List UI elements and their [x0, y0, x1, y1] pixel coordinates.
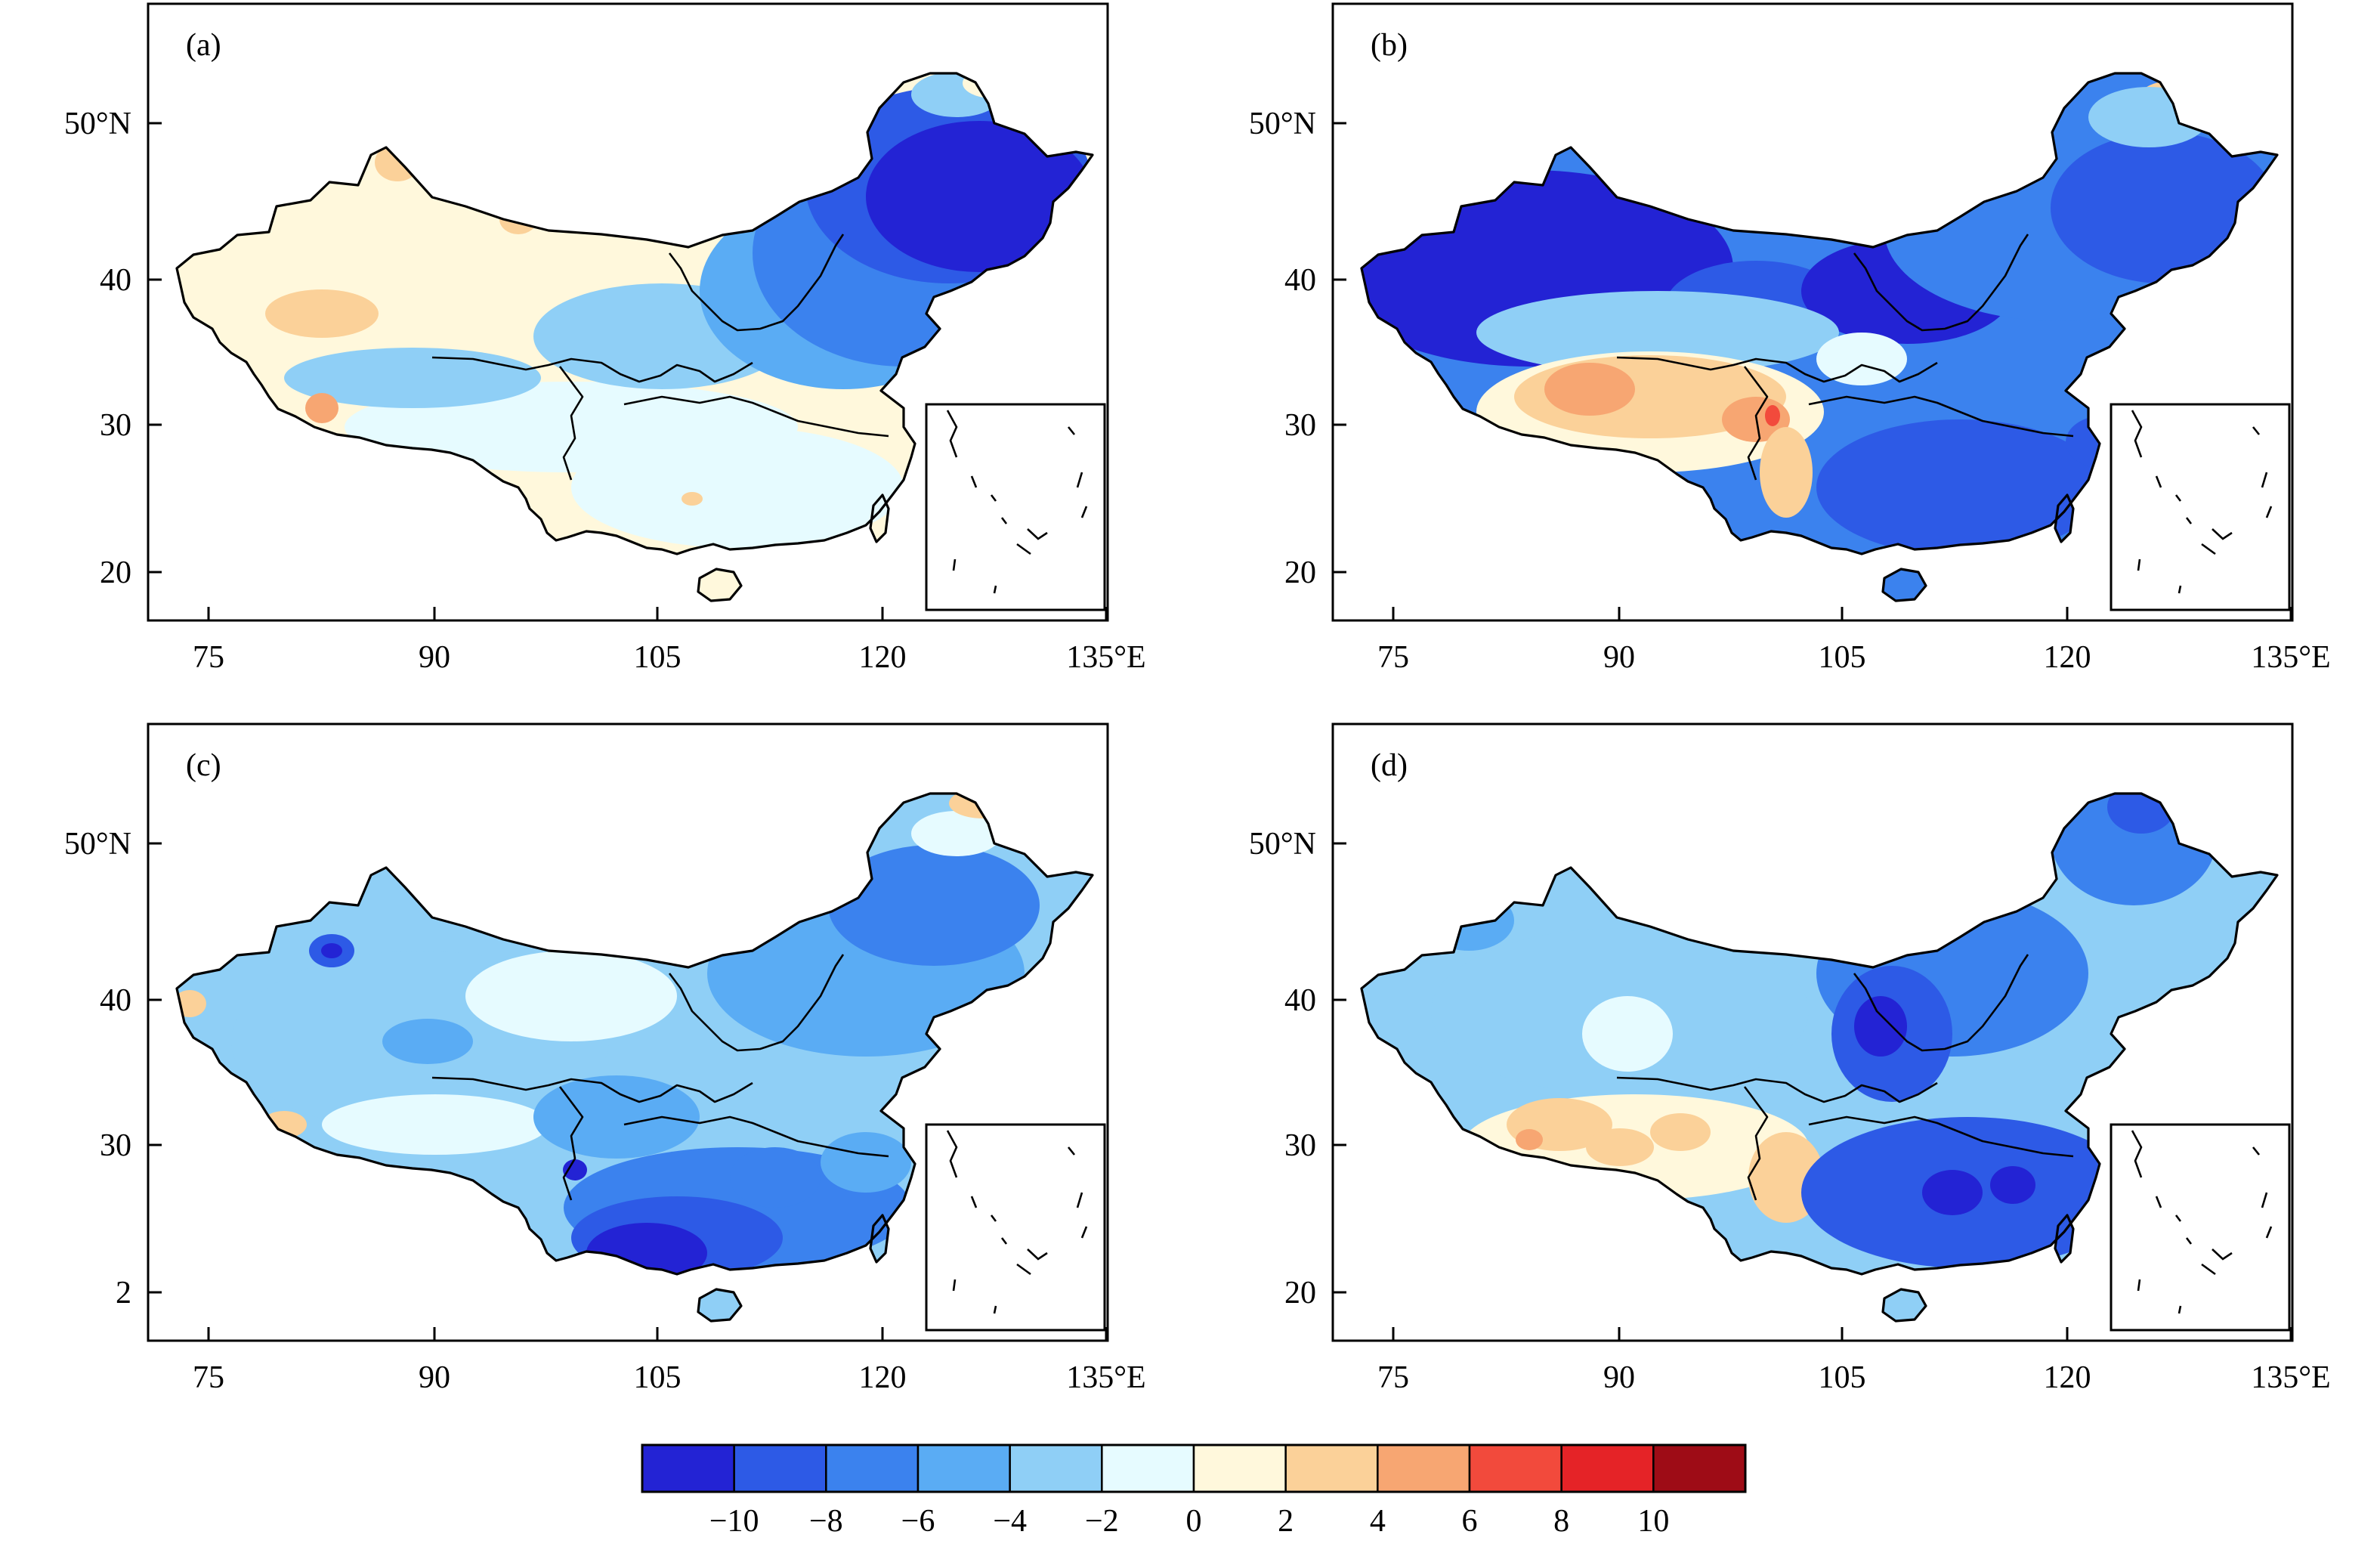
lon-tick-label: 120 [859, 640, 907, 675]
colorbar-tick-label: 4 [1370, 1504, 1386, 1539]
panel-c-label: (c) [186, 748, 221, 783]
colorbar-swatch [1468, 1443, 1562, 1493]
colorbar-tick-label: 2 [1278, 1504, 1294, 1539]
lon-tick-label: 75 [1377, 640, 1409, 675]
colorbar-tick-label: 6 [1462, 1504, 1478, 1539]
lon-tick-label: 75 [1377, 1360, 1409, 1395]
lat-tick-label: 30 [1284, 408, 1316, 443]
lat-tick-label: 50°N [1249, 107, 1316, 141]
lat-tick-label: 50°N [1249, 827, 1316, 862]
colorbar-swatch [733, 1443, 827, 1493]
colorbar-swatch [1560, 1443, 1655, 1493]
lat-tick-label: 20 [1284, 555, 1316, 590]
colorbar-swatch [1377, 1443, 1471, 1493]
panel-a-frame [147, 2, 1109, 622]
panel-d-inset [2110, 1123, 2291, 1332]
lat-tick-label: 2 [116, 1276, 131, 1310]
colorbar-swatch [1192, 1443, 1287, 1493]
colorbar-frame [641, 1443, 1747, 1493]
colorbar-tick-label: −10 [709, 1504, 759, 1539]
lat-tick-label: 20 [100, 555, 131, 590]
lat-tick-label: 40 [100, 263, 131, 298]
lon-tick-label: 120 [2044, 1360, 2091, 1395]
panel-c-frame [147, 722, 1109, 1342]
axes-layer: 50°N 40 30 20 75 90 105 120 135°E 50°N 40 30 20 75 90 1… [64, 107, 2331, 1395]
panel-c: (c) [147, 722, 1109, 1342]
colorbar-tick-label: −4 [993, 1504, 1027, 1539]
colorbar-tick-label: 0 [1186, 1504, 1202, 1539]
colorbar-tick-label: 10 [1637, 1504, 1669, 1539]
lon-tick-label: 135°E [1066, 640, 1145, 675]
panel-c-inset [925, 1123, 1106, 1332]
panel-b: (b) [1331, 2, 2294, 622]
lon-tick-label: 90 [419, 1360, 450, 1395]
lon-tick-label: 90 [419, 640, 450, 675]
panel-a-inset [925, 403, 1106, 611]
colorbar-tick-label: −6 [901, 1504, 935, 1539]
panel-a-field [177, 73, 1093, 601]
panel-b-inset [2110, 403, 2291, 611]
colorbar-swatch [641, 1443, 735, 1493]
colorbar-tick-label: −8 [809, 1504, 843, 1539]
colorbar: −10 −8 −6 −4 −2 0 2 4 6 8 10 [641, 1443, 1747, 1539]
panel-d-field [1362, 794, 2277, 1321]
lon-tick-label: 135°E [2251, 1360, 2330, 1395]
lon-tick-label: 120 [859, 1360, 907, 1395]
lat-tick-label: 30 [100, 1128, 131, 1163]
colorbar-swatch [1101, 1443, 1195, 1493]
lon-tick-label: 90 [1603, 1360, 1635, 1395]
panel-c-field [177, 794, 1093, 1321]
lat-tick-label: 40 [1284, 263, 1316, 298]
colorbar-tick-label: −2 [1085, 1504, 1119, 1539]
lon-tick-label: 75 [193, 1360, 224, 1395]
lon-tick-label: 105 [634, 640, 682, 675]
lat-tick-label: 30 [1284, 1128, 1316, 1163]
panel-d-frame [1331, 722, 2294, 1342]
lat-tick-label: 50°N [64, 107, 131, 141]
lat-tick-label: 30 [100, 408, 131, 443]
panel-b-field [1362, 73, 2277, 601]
panel-d: (d) [1331, 722, 2294, 1342]
lon-tick-label: 75 [193, 640, 224, 675]
lon-tick-label: 90 [1603, 640, 1635, 675]
lon-tick-label: 135°E [1066, 1360, 1145, 1395]
panel-d-label: (d) [1371, 748, 1408, 783]
lat-tick-label: 40 [100, 983, 131, 1018]
colorbar-swatch [1009, 1443, 1103, 1493]
lon-tick-label: 120 [2044, 640, 2091, 675]
lon-tick-label: 105 [1819, 1360, 1866, 1395]
colorbar-swatch [916, 1443, 1011, 1493]
colorbar-swatch [1652, 1443, 1747, 1493]
colorbar-swatch [1284, 1443, 1379, 1493]
colorbar-swatch [825, 1443, 920, 1493]
lon-tick-label: 105 [1819, 640, 1866, 675]
lon-tick-label: 105 [634, 1360, 682, 1395]
panel-b-label: (b) [1371, 28, 1408, 63]
lat-tick-label: 40 [1284, 983, 1316, 1018]
panel-b-frame [1331, 2, 2294, 622]
lon-tick-label: 135°E [2251, 640, 2330, 675]
lat-tick-label: 20 [1284, 1276, 1316, 1310]
lat-tick-label: 50°N [64, 827, 131, 862]
panel-a: (a) [147, 2, 1109, 622]
panel-a-label: (a) [186, 28, 221, 63]
colorbar-tick-label: 8 [1553, 1504, 1569, 1539]
